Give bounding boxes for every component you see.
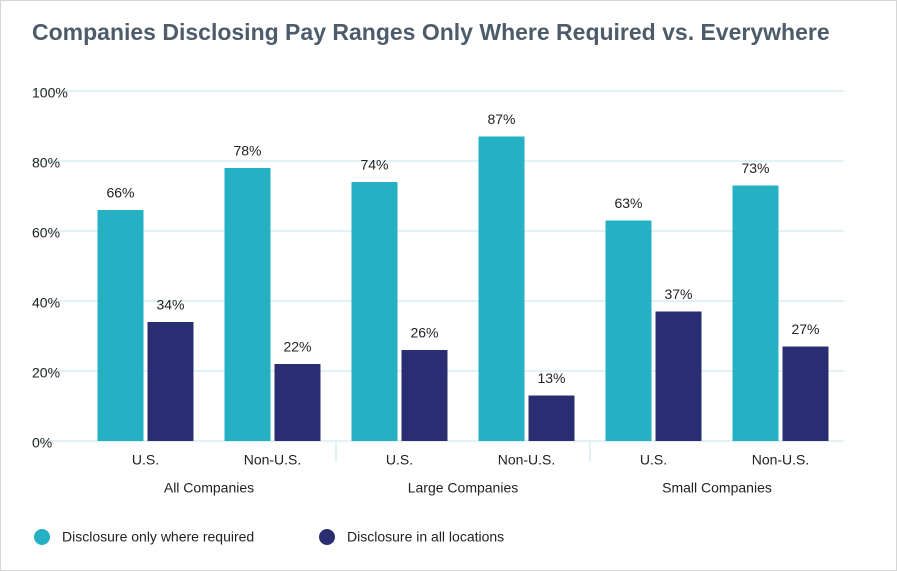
x-tick-label: Non-U.S.	[498, 452, 556, 468]
bar	[224, 168, 271, 441]
x-tick-label: U.S.	[640, 452, 667, 468]
x-tick-label: U.S.	[386, 452, 413, 468]
value-label: 66%	[106, 185, 134, 201]
x-tick-label: Non-U.S.	[752, 452, 810, 468]
value-label: 34%	[156, 297, 184, 313]
chart-title: Companies Disclosing Pay Ranges Only Whe…	[32, 19, 830, 45]
bar	[274, 364, 321, 441]
value-label: 22%	[283, 339, 311, 355]
bar	[97, 210, 144, 441]
x-tick-label: U.S.	[132, 452, 159, 468]
bar	[147, 322, 194, 441]
bar	[655, 311, 702, 441]
y-tick-label: 0%	[32, 435, 52, 451]
legend-label: Disclosure in all locations	[347, 529, 504, 545]
group-label: Large Companies	[408, 480, 519, 496]
value-label: 37%	[664, 286, 692, 302]
bar	[528, 395, 575, 441]
legend-marker	[319, 529, 335, 545]
value-label: 87%	[487, 111, 515, 127]
y-tick-label: 80%	[32, 155, 60, 171]
bar	[782, 346, 829, 441]
legend-marker	[34, 529, 50, 545]
y-tick-label: 60%	[32, 225, 60, 241]
group-label: All Companies	[164, 480, 254, 496]
legend-label: Disclosure only where required	[62, 529, 254, 545]
bar	[351, 182, 398, 441]
x-tick-label: Non-U.S.	[244, 452, 302, 468]
value-label: 63%	[614, 195, 642, 211]
bar	[478, 136, 525, 441]
group-label: Small Companies	[662, 480, 772, 496]
value-label: 26%	[410, 325, 438, 341]
value-label: 13%	[537, 370, 565, 386]
y-tick-label: 20%	[32, 365, 60, 381]
y-tick-label: 100%	[32, 85, 68, 101]
value-label: 73%	[741, 160, 769, 176]
y-tick-label: 40%	[32, 295, 60, 311]
bar	[401, 350, 448, 441]
bar	[605, 220, 652, 441]
value-label: 74%	[360, 157, 388, 173]
bar	[732, 185, 779, 441]
value-label: 78%	[233, 143, 261, 159]
value-label: 27%	[791, 321, 819, 337]
